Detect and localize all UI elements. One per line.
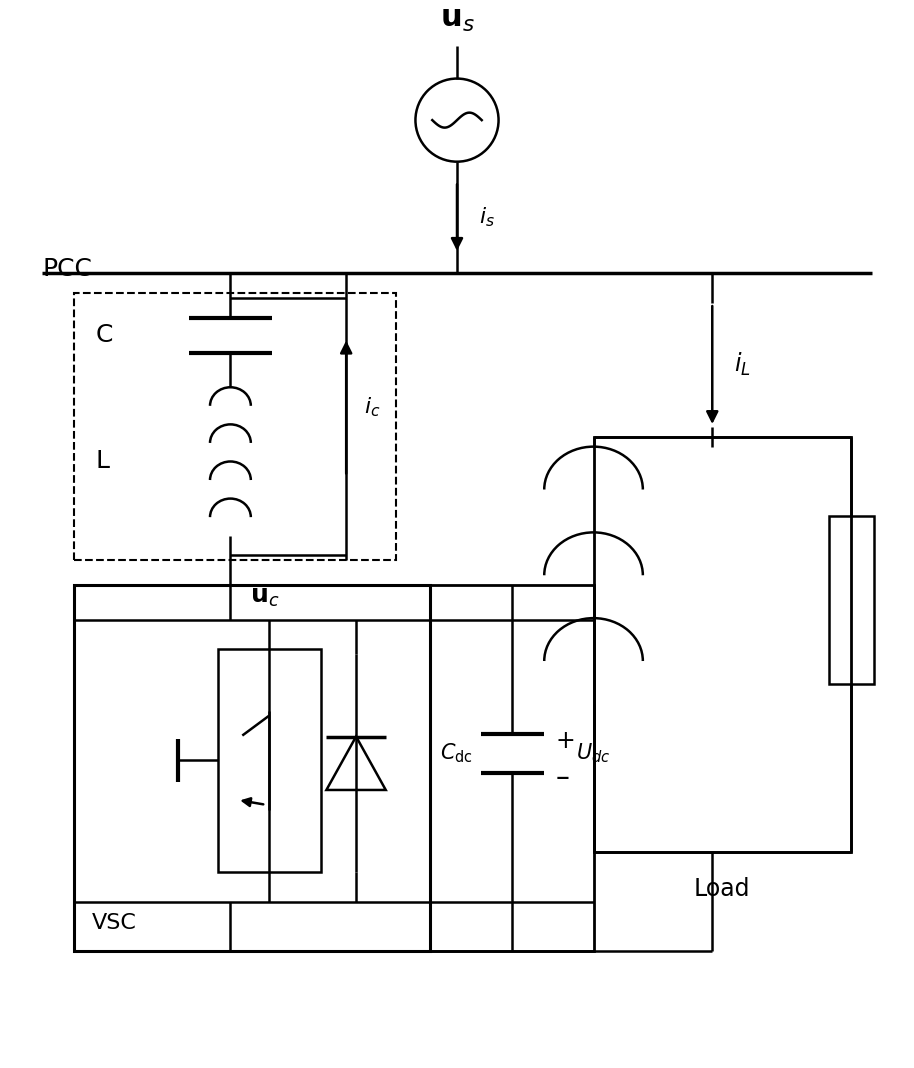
Bar <box>430 585 593 952</box>
Text: $i_{\mathit{c}}$: $i_{\mathit{c}}$ <box>364 395 380 419</box>
Text: +: + <box>556 729 576 754</box>
Text: Load: Load <box>694 877 750 901</box>
Text: –: – <box>556 764 569 792</box>
Bar <box>74 585 430 952</box>
Text: VSC: VSC <box>92 913 137 933</box>
Text: $C_{\mathrm{dc}}$: $C_{\mathrm{dc}}$ <box>440 741 473 765</box>
Bar <box>829 516 874 685</box>
Bar <box>218 649 322 873</box>
Text: C: C <box>96 323 113 347</box>
Text: $\mathbf{u}_{\mathit{s}}$: $\mathbf{u}_{\mathit{s}}$ <box>440 5 474 34</box>
Text: L: L <box>96 450 110 473</box>
Text: PCC: PCC <box>42 257 92 281</box>
Bar <box>74 294 396 561</box>
Bar <box>593 437 851 852</box>
Text: $i_{\mathit{L}}$: $i_{\mathit{L}}$ <box>734 351 750 378</box>
Text: $i_{\mathit{s}}$: $i_{\mathit{s}}$ <box>479 205 494 229</box>
Text: $\mathbf{u}_{\mathit{c}}$: $\mathbf{u}_{\mathit{c}}$ <box>250 585 280 609</box>
Text: $U_{\mathit{dc}}$: $U_{\mathit{dc}}$ <box>576 741 611 765</box>
